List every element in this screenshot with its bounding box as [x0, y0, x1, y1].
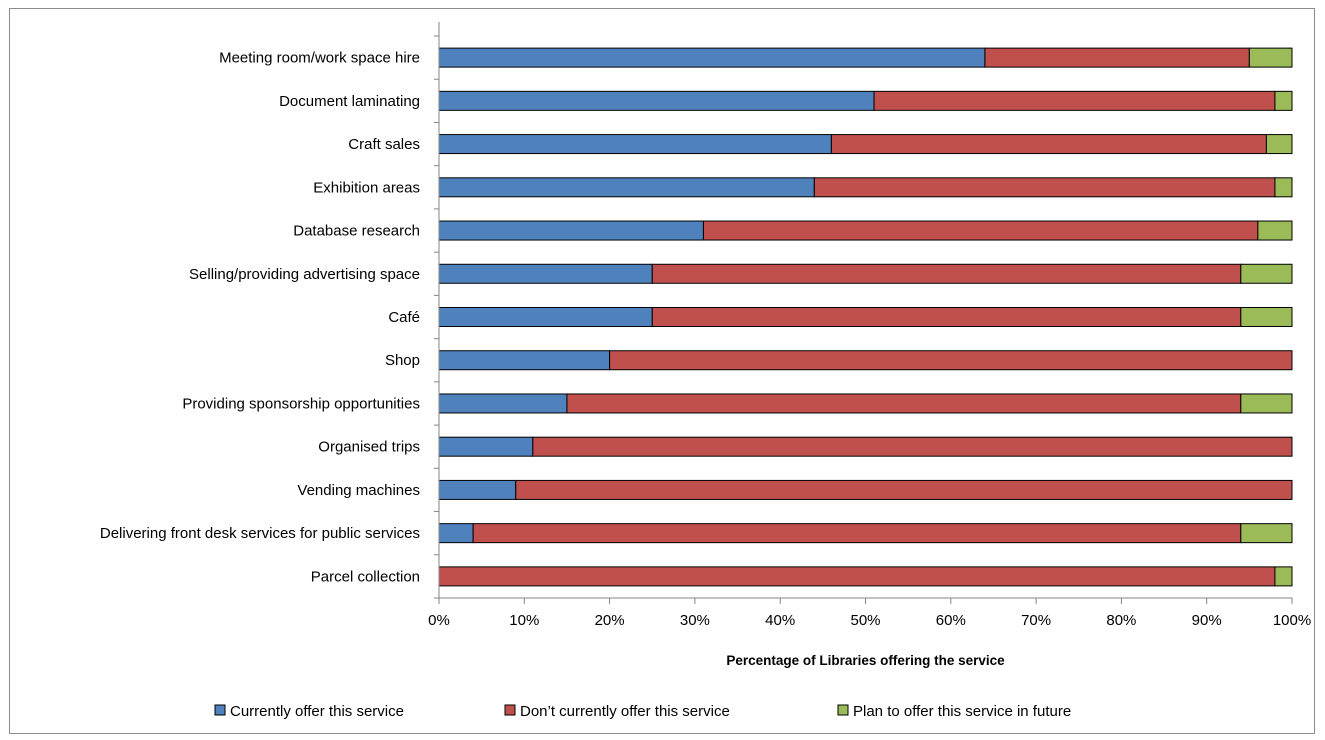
category-label: Vending machines	[297, 482, 420, 499]
bar-segment	[438, 523, 474, 544]
bar-segment	[438, 177, 815, 198]
x-tick-label: 70%	[1021, 612, 1051, 629]
legend-swatch	[214, 704, 226, 716]
legend-label: Don’t currently offer this service	[520, 703, 730, 720]
bar-segment	[472, 523, 1242, 544]
category-label: Providing sponsorship opportunities	[182, 395, 420, 412]
category-label: Shop	[385, 352, 420, 369]
x-tick-label: 20%	[595, 612, 625, 629]
category-label: Craft sales	[348, 136, 420, 153]
x-tick-label: 100%	[1273, 612, 1311, 629]
legend-label: Currently offer this service	[230, 703, 404, 720]
x-tick-label: 90%	[1192, 612, 1222, 629]
category-label: Café	[388, 309, 420, 326]
bar-segment	[1248, 47, 1293, 68]
chart-frame	[9, 8, 1315, 734]
bar-segment	[438, 90, 875, 111]
bar-segment	[702, 220, 1259, 241]
bar-segment	[1265, 134, 1293, 155]
bar-segment	[984, 47, 1250, 68]
x-tick-label: 60%	[936, 612, 966, 629]
x-tick-label: 10%	[509, 612, 539, 629]
bar-segment	[438, 566, 1276, 587]
x-axis-title: Percentage of Libraries offering the ser…	[726, 653, 1005, 668]
bar-segment	[438, 350, 611, 371]
bar-segment	[566, 393, 1242, 414]
bar-segment	[438, 220, 704, 241]
bar-segment	[813, 177, 1276, 198]
bar-segment	[438, 393, 568, 414]
x-tick-label: 40%	[765, 612, 795, 629]
bar-segment	[515, 479, 1293, 500]
bar-segment	[438, 479, 517, 500]
category-label: Exhibition areas	[313, 179, 420, 196]
legend-swatch	[837, 704, 849, 716]
category-label: Database research	[293, 223, 420, 240]
legend-swatch	[504, 704, 516, 716]
bar-segment	[830, 134, 1267, 155]
bar-segment	[651, 307, 1242, 327]
bar-segment	[438, 263, 653, 284]
bar-segment	[438, 47, 986, 68]
bar-segment	[609, 350, 1293, 371]
bar-segment	[873, 90, 1276, 111]
category-label: Meeting room/work space hire	[219, 50, 420, 67]
bar-segment	[1274, 90, 1293, 111]
category-label: Organised trips	[318, 439, 420, 456]
bar-segment	[438, 307, 653, 327]
bar-segment	[438, 134, 832, 155]
bar-segment	[438, 436, 534, 457]
x-tick-label: 50%	[850, 612, 880, 629]
axes-layer	[434, 22, 1293, 604]
x-tick-label: 80%	[1106, 612, 1136, 629]
category-label: Selling/providing advertising space	[189, 266, 420, 283]
legend: Currently offer this service Don’t curren…	[214, 703, 1071, 720]
x-tick-label: 30%	[680, 612, 710, 629]
bar-segment	[1240, 307, 1293, 327]
legend-label: Plan to offer this service in future	[853, 703, 1071, 720]
bar-segment	[1274, 566, 1293, 587]
bar-segment	[1240, 263, 1293, 284]
category-label: Delivering front desk services for publi…	[100, 525, 420, 542]
bars-layer	[438, 47, 1293, 587]
bar-segment	[651, 263, 1242, 284]
x-tick-label: 0%	[428, 612, 450, 629]
bar-segment	[1240, 523, 1293, 544]
bar-segment	[1274, 177, 1293, 198]
bar-segment	[1257, 220, 1293, 241]
category-label: Document laminating	[279, 93, 420, 110]
labels-layer: Meeting room/work space hire Document lam…	[100, 50, 1311, 629]
bar-segment	[1240, 393, 1293, 414]
category-label: Parcel collection	[311, 568, 420, 585]
bar-segment	[532, 436, 1293, 457]
